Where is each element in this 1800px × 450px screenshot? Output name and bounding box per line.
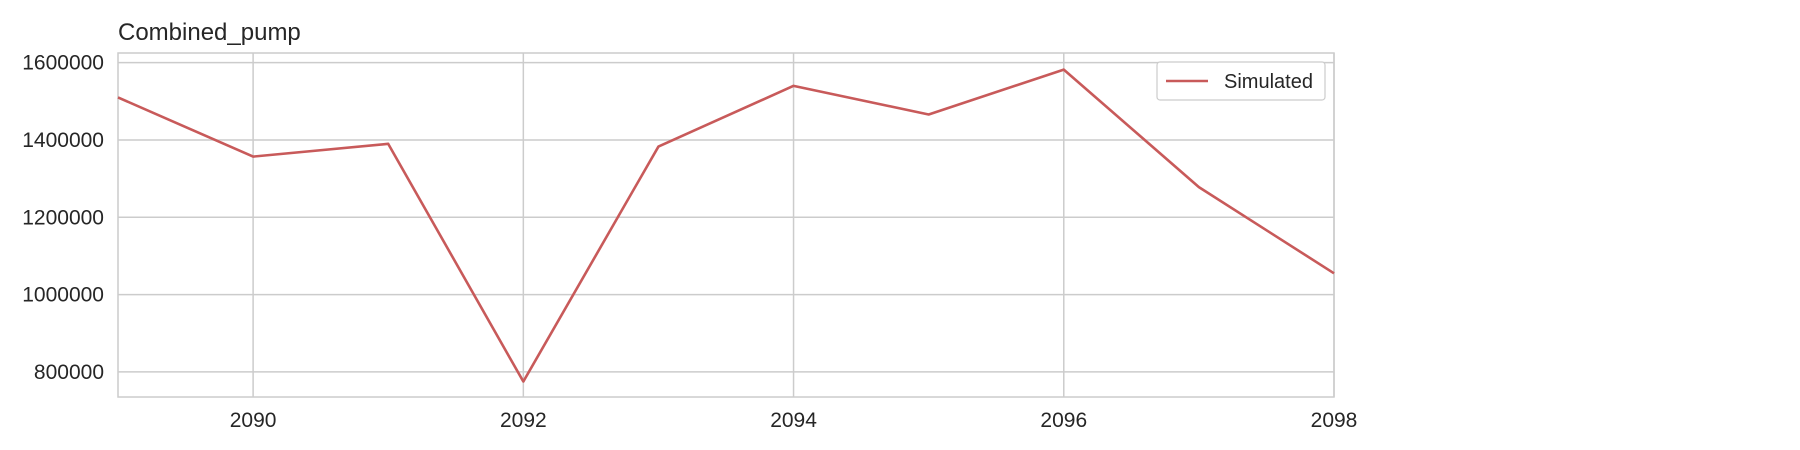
data-point xyxy=(1333,272,1336,275)
series-line-simulated xyxy=(117,68,1335,383)
x-tick-label: 2092 xyxy=(500,409,547,432)
data-point xyxy=(657,145,660,148)
tick-labels: 2090 2092 2094 2096 2098 800000 1000000 1200000… xyxy=(22,52,1357,432)
data-point xyxy=(927,113,930,116)
x-tick-label: 2096 xyxy=(1040,409,1087,432)
data-point xyxy=(1198,186,1201,189)
x-tick-label: 2090 xyxy=(230,409,277,432)
y-tick-label: 1200000 xyxy=(22,206,104,229)
legend-box xyxy=(1156,61,1326,101)
plot-area xyxy=(118,53,1334,397)
chart-title: Combined_pump xyxy=(118,19,301,46)
y-tick-label: 1600000 xyxy=(22,52,104,75)
data-point xyxy=(387,143,390,146)
legend-label-simulated: Simulated xyxy=(1224,71,1313,93)
data-point xyxy=(252,155,255,158)
data-point xyxy=(1062,68,1065,71)
plot-frame xyxy=(117,52,1335,398)
data-point xyxy=(117,96,120,99)
data-point xyxy=(522,380,525,383)
series-layer xyxy=(117,68,1336,383)
y-tick-label: 800000 xyxy=(34,361,104,384)
y-tick-label: 1000000 xyxy=(22,284,104,307)
x-tick-label: 2098 xyxy=(1311,409,1358,432)
x-tick-label: 2094 xyxy=(770,409,817,432)
legend: Simulated xyxy=(1156,61,1326,101)
data-point xyxy=(792,85,795,88)
y-tick-label: 1400000 xyxy=(22,129,104,152)
